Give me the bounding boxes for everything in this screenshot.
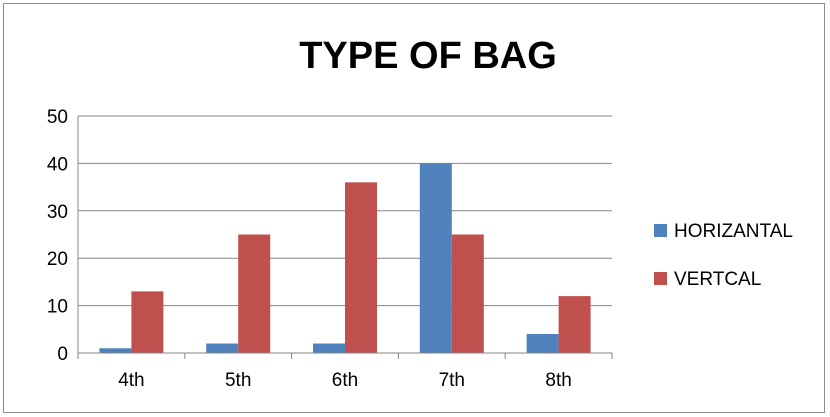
chart-title: TYPE OF BAG: [299, 35, 557, 77]
bar-horizantal-4th: [99, 348, 132, 353]
y-tick-label: 10: [47, 297, 68, 318]
x-tick-labels: 4th 5th 6th 7th 8th: [118, 370, 572, 391]
y-tick-label: 0: [57, 344, 68, 365]
bar-vertcal-4th: [131, 291, 164, 353]
bars: [99, 163, 591, 353]
bar-horizantal-8th: [526, 334, 559, 353]
bar-horizantal-6th: [313, 343, 345, 353]
x-tick-label: 8th: [545, 370, 571, 391]
y-tick-label: 30: [47, 202, 68, 223]
axes: [77, 116, 613, 359]
x-tick-label: 5th: [225, 370, 251, 391]
bar-vertcal-5th: [238, 234, 271, 353]
bar-horizantal-5th: [206, 343, 239, 353]
legend-label-vertcal: VERTCAL: [674, 269, 761, 290]
bar-vertcal-6th: [345, 182, 377, 353]
x-tick-label: 7th: [439, 370, 465, 391]
y-tick-labels: 0 10 20 30 40 50: [47, 107, 68, 365]
legend-label-horizantal: HORIZANTAL: [674, 221, 793, 242]
x-tick-label: 6th: [332, 370, 358, 391]
legend-swatch-vertcal: [654, 272, 667, 285]
y-tick-label: 20: [47, 249, 68, 270]
y-tick-label: 40: [47, 154, 68, 175]
y-tick-label: 50: [47, 107, 68, 128]
bar-vertcal-7th: [451, 234, 484, 353]
legend: HORIZANTAL VERTCAL: [654, 221, 793, 290]
legend-swatch-horizantal: [654, 224, 667, 237]
x-tick-label: 4th: [118, 370, 144, 391]
bar-vertcal-8th: [558, 296, 591, 353]
bar-horizantal-7th: [419, 163, 452, 353]
